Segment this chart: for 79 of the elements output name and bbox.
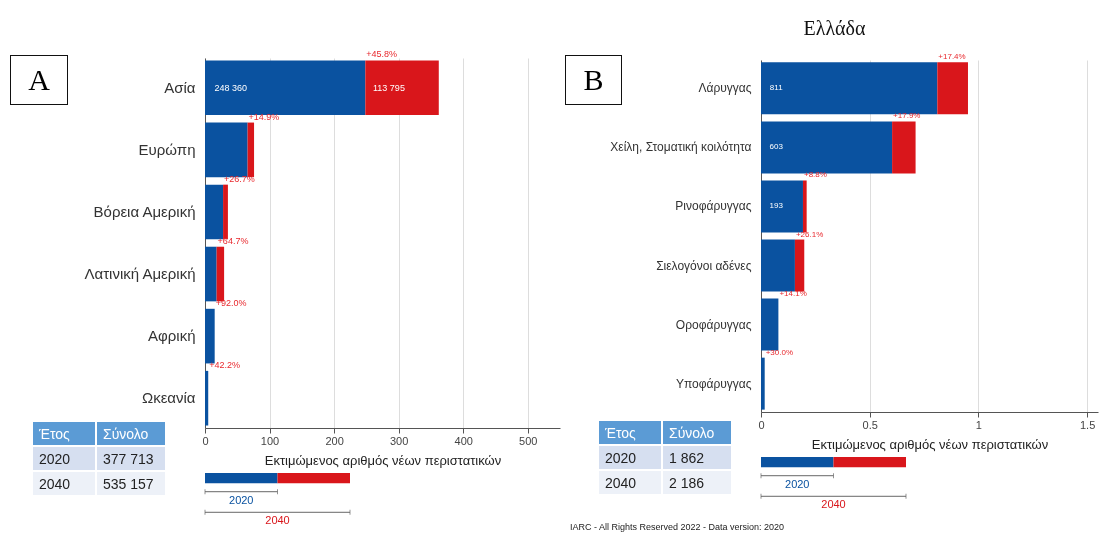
bar	[761, 298, 779, 351]
y-tick-label: Υποφάρυγγας	[675, 376, 752, 391]
text: 1 862	[663, 446, 731, 469]
x-tick-label: 1.5	[1079, 418, 1096, 431]
text: 2040	[821, 498, 846, 511]
annotation: +92.0%	[215, 297, 247, 308]
text: 535 157	[97, 472, 165, 495]
annotation: +30.0%	[765, 347, 794, 357]
y-tick-label: Χείλη, Στοματική κοιλότητα	[610, 140, 752, 155]
text: 2040	[599, 471, 661, 494]
annotation: +45.8%	[366, 49, 398, 60]
text: 377 713	[97, 447, 165, 470]
x-tick-label: 1	[975, 418, 982, 431]
y-tick-label: Λάρυγγας	[698, 81, 752, 96]
annotation: 193	[769, 201, 784, 211]
bar	[761, 239, 795, 292]
text: A	[10, 55, 68, 105]
x-tick-label: 0	[758, 418, 765, 431]
x-tick-label: 100	[260, 434, 280, 447]
annotation: 603	[769, 142, 784, 152]
bar	[761, 357, 765, 410]
annotation: +17.9%	[893, 111, 921, 121]
bar	[247, 122, 255, 178]
text: 2040	[33, 472, 95, 495]
bar	[205, 370, 209, 426]
annotation: 113 795	[373, 82, 405, 93]
bar	[794, 239, 805, 292]
y-tick-label: Ασία	[164, 78, 196, 96]
y-tick-label: Σιελογόνοι αδένες	[656, 258, 752, 273]
x-tick-label: 0.5	[862, 418, 878, 431]
text: Σύνολο	[97, 422, 165, 445]
x-tick-label: 0	[202, 434, 209, 447]
bar	[802, 180, 807, 233]
x-tick-label: 400	[454, 434, 473, 447]
annotation: +42.2%	[209, 359, 241, 370]
text: Έτος	[33, 422, 95, 445]
x-tick-label: 300	[389, 434, 409, 447]
bar	[205, 60, 366, 116]
bar	[892, 121, 916, 174]
text: 2040	[265, 514, 290, 527]
y-tick-label: Βόρεια Αμερική	[93, 202, 196, 220]
x-tick-label: 500	[519, 434, 538, 447]
y-tick-label: Λατινική Αμερική	[84, 265, 196, 283]
bar	[216, 246, 225, 302]
bar	[205, 184, 224, 240]
bar	[205, 308, 215, 364]
annotation: +14.1%	[779, 288, 807, 298]
y-tick-label: Αφρική	[148, 327, 196, 345]
bar	[223, 184, 228, 240]
y-tick-label: Ωκεανία	[141, 389, 196, 407]
text: B	[565, 55, 622, 105]
annotation: 811	[769, 83, 784, 93]
bar	[205, 246, 217, 302]
x-tick-label: 200	[325, 434, 344, 447]
text: 2 186	[663, 471, 731, 494]
bar	[937, 62, 968, 115]
y-tick-label: Ρινοφάρυγγας	[675, 199, 752, 214]
text: 2020	[599, 446, 661, 469]
x-axis-title: Εκτιμώμενος αριθμός νέων περιστατικών	[811, 436, 1049, 452]
annotation: +64.7%	[217, 235, 249, 246]
bar	[761, 121, 893, 174]
y-tick-label: Οροφάρυγγας	[675, 317, 752, 332]
annotation: +17.4%	[938, 52, 966, 62]
chart-title: Ελλάδα	[803, 17, 867, 40]
text: IARC - All Rights Reserved 2022 - Data version: 2020	[570, 522, 785, 532]
x-axis-title: Εκτιμώμενος αριθμός νέων περιστατικών	[264, 452, 502, 468]
text: 2020	[33, 447, 95, 470]
text: Έτος	[599, 421, 661, 444]
text: Σύνολο	[663, 421, 731, 444]
y-tick-label: Ευρώπη	[138, 140, 196, 158]
annotation: +8.8%	[803, 170, 827, 180]
text: 2020	[785, 477, 810, 490]
bar	[761, 180, 803, 233]
annotation: +26.1%	[795, 229, 824, 239]
bar	[205, 122, 248, 178]
annotation: 248 360	[214, 82, 248, 93]
bar	[761, 62, 938, 115]
text: 2020	[229, 493, 254, 506]
bar	[365, 60, 439, 116]
